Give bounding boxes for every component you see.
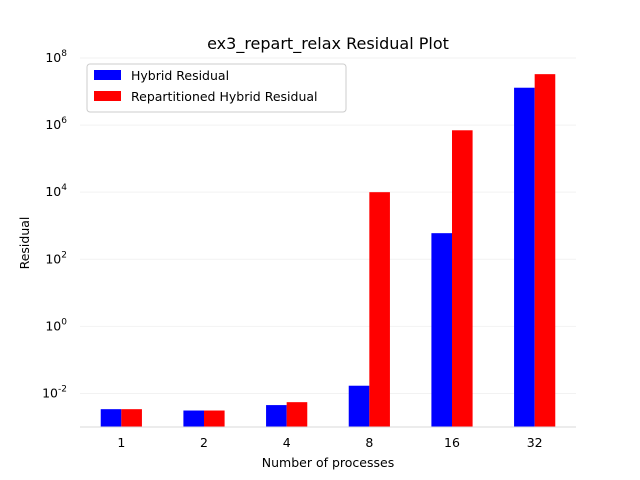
legend-swatch: [94, 70, 121, 80]
repartitioned-bar-1: [121, 409, 142, 427]
repartitioned-bar-4: [286, 402, 308, 427]
y-tick-label: 100: [45, 317, 67, 333]
y-axis-label: Residual: [17, 217, 32, 270]
hybrid-bar-8: [348, 385, 370, 427]
hybrid-bar-1: [100, 409, 122, 427]
x-tick-label: 32: [527, 435, 543, 450]
gridlines: [80, 57, 576, 394]
y-tick-labels: 10-2 100 102 104 106 108: [42, 49, 67, 400]
y-tick-label: 106: [45, 116, 67, 132]
repartitioned-bar-32: [534, 74, 556, 427]
x-tick-label: 16: [444, 435, 460, 450]
hybrid-bar-2: [183, 410, 204, 427]
x-tick-label: 4: [283, 435, 291, 450]
x-tick-label: 1: [117, 435, 125, 450]
y-tick-label: 102: [45, 250, 67, 266]
y-tick-label: 10-2: [42, 384, 67, 400]
y-tick-label: 104: [45, 183, 67, 199]
hybrid-bar-32: [514, 87, 535, 427]
repartitioned-bar-8: [369, 192, 390, 427]
x-tick-label: 2: [200, 435, 208, 450]
hybrid-bar-16: [431, 233, 452, 427]
x-tick-labels: 1 2 4 8 16 32: [117, 435, 542, 450]
legend-swatch: [94, 91, 121, 101]
legend-frame: [86, 63, 347, 113]
x-tick-label: 8: [365, 435, 373, 450]
repartitioned-bar-16: [452, 130, 473, 427]
legend-label: Hybrid Residual: [131, 68, 229, 83]
hybrid-bar-4: [266, 405, 287, 427]
repartitioned-bar-2: [204, 410, 225, 427]
y-tick-label: 108: [45, 49, 67, 65]
bars: [100, 74, 556, 427]
x-axis-label: Number of processes: [262, 455, 394, 470]
chart-title: ex3_repart_relax Residual Plot: [207, 34, 449, 54]
legend-label: Repartitioned Hybrid Residual: [131, 89, 318, 104]
legend: Hybrid Residual Repartitioned Hybrid Resi…: [86, 63, 347, 113]
